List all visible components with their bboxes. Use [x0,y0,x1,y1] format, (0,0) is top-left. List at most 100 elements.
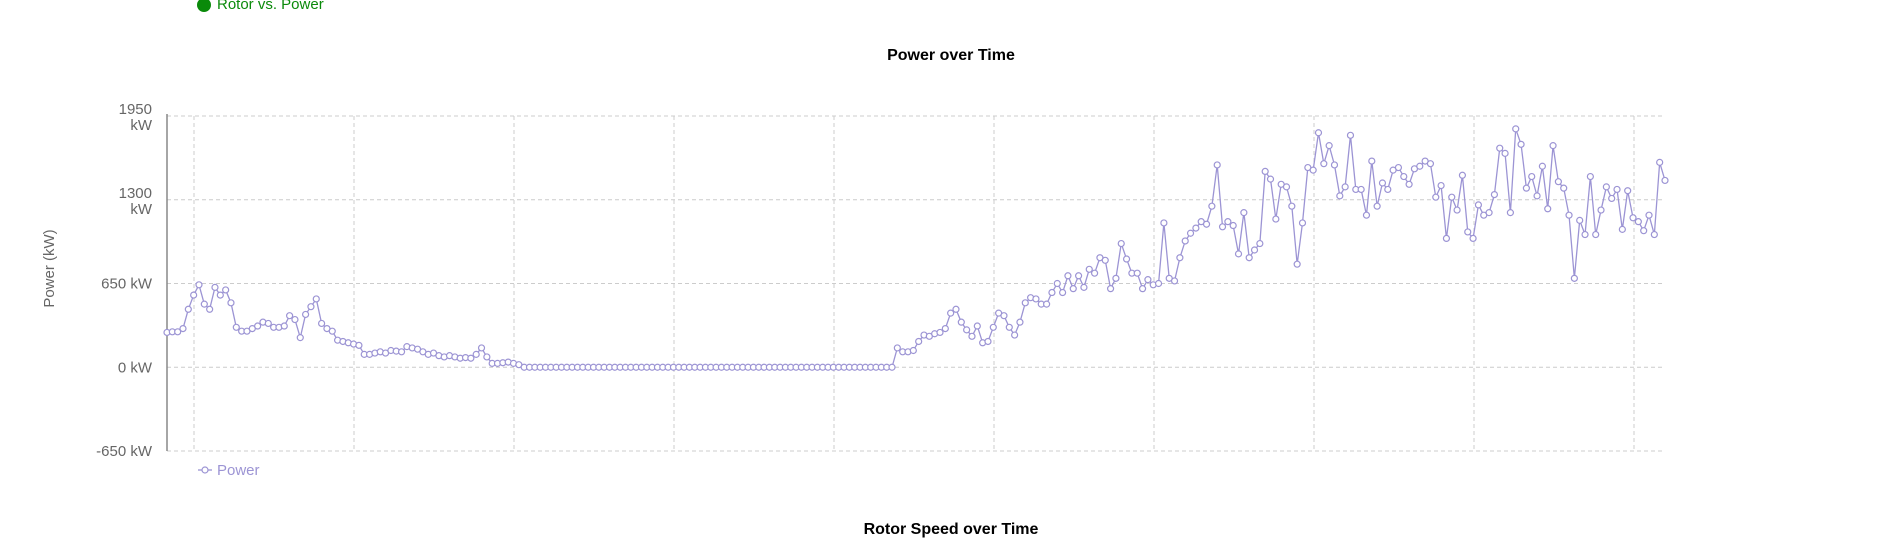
data-point [179,325,187,333]
data-point [1650,230,1658,239]
data-point [1138,285,1147,293]
data-point [190,291,198,299]
data-point [1011,331,1019,339]
y-axis-title: Power (kW) [41,229,58,307]
data-point [483,353,491,361]
data-point [1538,162,1546,170]
data-point [1453,206,1461,214]
data-point [1250,246,1259,254]
data-point [1213,161,1221,169]
data-point [1533,192,1541,200]
data-point [1437,181,1445,190]
data-point [1000,312,1008,320]
data-point [1373,202,1381,210]
data-point [1576,216,1584,224]
data-point [1298,219,1307,227]
data-point [1528,172,1536,181]
data-point [302,310,310,319]
data-point [1293,260,1301,268]
legend-label-power[interactable]: Power [217,462,260,479]
data-point [1154,279,1163,288]
data-point [1032,295,1040,303]
data-point [184,305,192,313]
data-point [1490,191,1499,199]
y-tick-label: 1950 kW [119,101,153,134]
data-point [1112,274,1120,282]
data-point [328,327,336,335]
data-point [1282,183,1291,191]
data-point [1069,285,1077,293]
data-point [280,322,288,330]
data-point [1256,239,1264,248]
data-point [1234,250,1243,258]
data-point [1186,229,1195,237]
data-point [1405,180,1413,188]
data-point [1229,221,1237,230]
data-point [1005,323,1013,331]
data-point [1474,201,1483,209]
data-point [1485,209,1493,217]
data-point [973,322,981,330]
data-point [1400,172,1408,181]
data-point [1592,230,1600,239]
data-point [1261,167,1269,175]
data-point [1272,215,1280,223]
data-point [174,328,182,336]
data-point [1101,256,1109,264]
data-point [968,332,976,340]
data-point [1245,254,1253,262]
data-point [286,312,294,320]
data-point [1554,178,1562,186]
y-tick-label: 1300 kW [119,185,153,218]
data-point [1570,274,1578,282]
data-point [1581,230,1589,239]
data-point [1384,185,1392,194]
data-point [915,337,923,346]
data-point [1640,227,1648,235]
data-point [1048,288,1056,297]
data-point [1160,219,1168,227]
legend-marker-icon [201,466,209,474]
data-point [312,295,320,303]
data-point [1618,225,1626,233]
data-point [1266,175,1275,183]
data-point [216,291,224,299]
data-point [211,283,219,291]
data-point [1133,269,1141,277]
data-point [1336,192,1344,200]
data-point [1309,166,1317,174]
data-point [222,286,230,294]
legend-dot-icon [197,0,211,12]
data-point [1624,187,1632,195]
data-point [227,299,235,307]
data-point [936,328,944,337]
y-tick-label: -650 kW [96,443,153,460]
data-point [1517,140,1525,148]
data-point [1586,172,1594,181]
data-point [1501,149,1509,157]
legend-rotor-vs-power[interactable]: Rotor vs. Power [197,0,324,13]
data-point [1021,299,1029,307]
data-point [1202,220,1211,228]
data-point [264,319,272,328]
y-tick-label: 650 kW [101,276,153,293]
data-point [1432,193,1440,201]
data-point [1090,269,1099,277]
data-point [1378,179,1387,187]
chart-title: Power over Time [887,47,1015,64]
data-point [195,281,203,289]
data-point [1016,318,1024,326]
data-point [1442,234,1451,242]
data-point [1122,255,1131,263]
data-point [1240,209,1248,217]
data-point [1341,183,1349,191]
data-point [1656,158,1664,166]
data-point [1176,254,1184,262]
data-point [467,354,475,362]
data-point [941,325,949,333]
data-point [1549,142,1557,150]
data-point [1218,223,1227,231]
data-point [397,348,406,356]
data-point [893,344,901,352]
next-chart-title: Rotor Speed over Time [863,521,1039,538]
